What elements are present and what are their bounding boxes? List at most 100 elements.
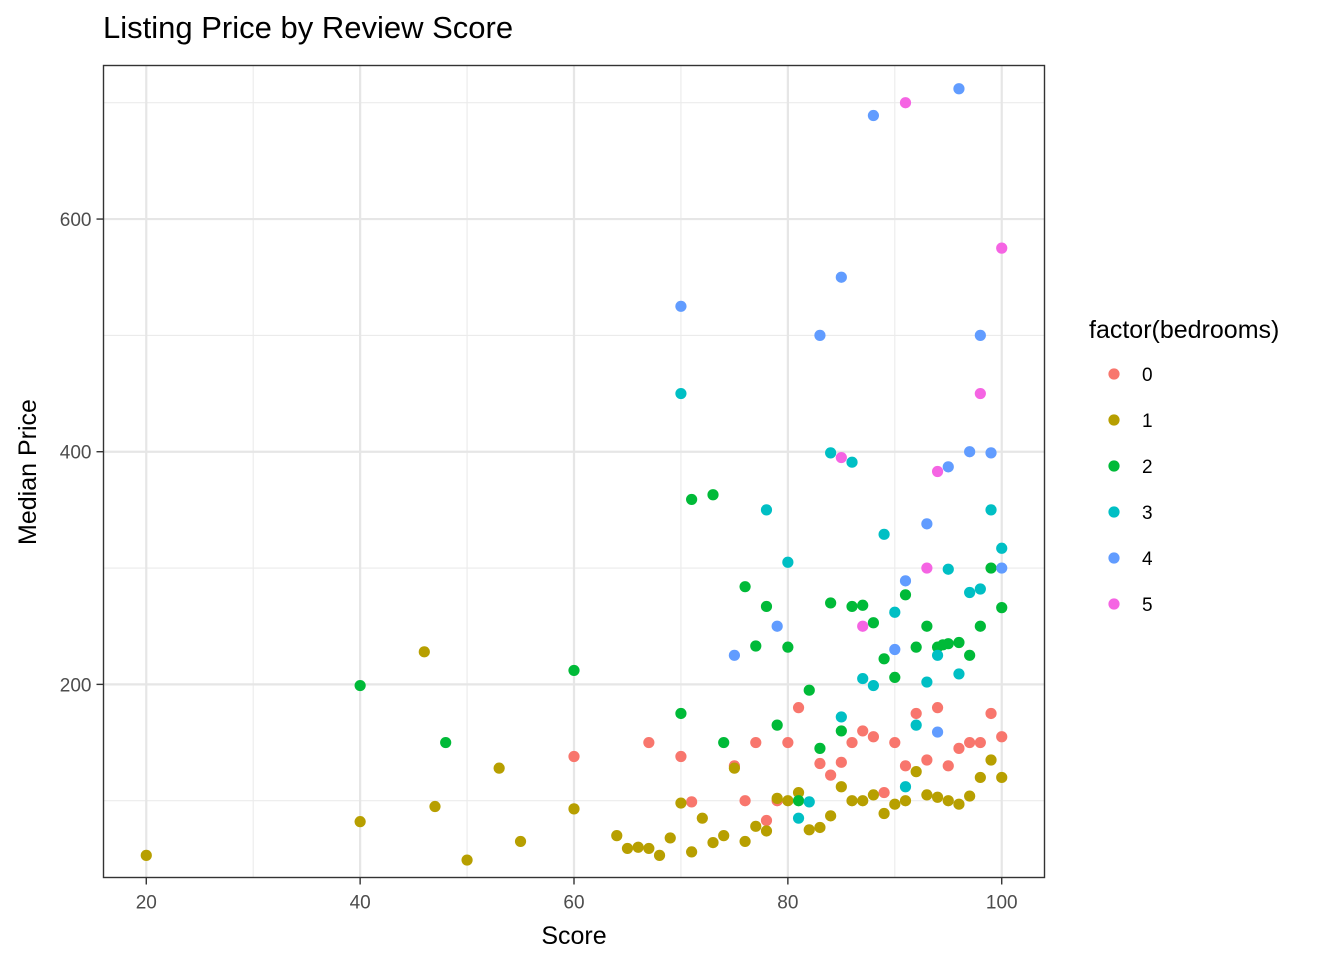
data-point-bedrooms-1 [974, 771, 986, 784]
data-point-bedrooms-0 [750, 736, 762, 749]
data-point-bedrooms-4 [835, 271, 847, 283]
data-point-bedrooms-2 [942, 638, 954, 650]
data-point-bedrooms-1 [985, 754, 997, 766]
data-point-bedrooms-2 [825, 597, 837, 609]
data-point-bedrooms-0 [899, 760, 912, 772]
x-axis-title: Score [541, 922, 606, 950]
data-point-bedrooms-0 [792, 702, 805, 714]
data-point-bedrooms-1 [942, 795, 954, 807]
data-point-bedrooms-1 [675, 797, 687, 809]
data-point-bedrooms-1 [921, 789, 933, 801]
data-point-bedrooms-0 [739, 795, 751, 807]
data-point-bedrooms-1 [739, 835, 751, 848]
data-point-bedrooms-4 [953, 83, 965, 95]
x-tick-label: 60 [563, 893, 584, 914]
data-point-bedrooms-2 [964, 649, 976, 661]
data-point-bedrooms-2 [803, 684, 815, 696]
data-point-bedrooms-2 [953, 636, 965, 649]
data-point-bedrooms-1 [429, 800, 441, 813]
data-point-bedrooms-3 [675, 387, 687, 400]
data-point-bedrooms-0 [867, 731, 880, 743]
data-point-bedrooms-0 [974, 736, 986, 749]
data-point-bedrooms-5 [974, 387, 986, 400]
y-tick-label: 200 [60, 675, 92, 696]
data-point-bedrooms-5 [921, 562, 933, 574]
data-point-bedrooms-1 [803, 824, 815, 836]
data-point-bedrooms-0 [921, 754, 933, 766]
data-point-bedrooms-2 [974, 620, 986, 632]
data-point-bedrooms-1 [140, 849, 152, 861]
data-point-bedrooms-3 [985, 504, 997, 516]
data-point-bedrooms-1 [611, 830, 623, 842]
data-point-bedrooms-3 [825, 447, 837, 459]
data-point-bedrooms-3 [846, 456, 858, 468]
data-point-bedrooms-4 [889, 643, 901, 656]
data-point-bedrooms-5 [857, 620, 869, 632]
x-tick-label: 20 [136, 893, 157, 914]
data-point-bedrooms-3 [857, 672, 869, 685]
data-point-bedrooms-0 [686, 796, 698, 808]
data-point-bedrooms-0 [846, 736, 858, 749]
data-point-bedrooms-5 [899, 97, 912, 109]
data-point-bedrooms-3 [899, 781, 912, 793]
data-point-bedrooms-1 [814, 821, 826, 834]
data-point-bedrooms-3 [974, 583, 986, 595]
data-point-bedrooms-1 [568, 803, 580, 815]
data-point-bedrooms-1 [653, 849, 666, 861]
data-point-bedrooms-2 [354, 679, 366, 692]
data-point-bedrooms-1 [718, 830, 730, 842]
data-point-bedrooms-1 [889, 798, 901, 810]
data-point-bedrooms-2 [814, 742, 826, 754]
data-point-bedrooms-3 [867, 679, 880, 692]
x-tick-label: 100 [986, 893, 1018, 914]
data-point-bedrooms-1 [846, 795, 858, 807]
data-point-bedrooms-4 [974, 329, 986, 341]
data-point-bedrooms-1 [354, 816, 366, 828]
data-point-bedrooms-1 [792, 786, 805, 799]
data-point-bedrooms-1 [632, 841, 644, 853]
data-point-bedrooms-1 [835, 781, 847, 793]
data-point-bedrooms-5 [996, 242, 1008, 254]
data-point-bedrooms-5 [931, 465, 944, 478]
data-point-bedrooms-1 [707, 837, 719, 849]
data-point-bedrooms-3 [782, 556, 794, 568]
data-point-bedrooms-3 [942, 563, 954, 575]
data-point-bedrooms-1 [771, 792, 783, 804]
chart-title: Listing Price by Review Score [103, 10, 513, 45]
data-point-bedrooms-3 [910, 719, 922, 731]
data-point-bedrooms-1 [493, 762, 505, 774]
data-point-bedrooms-2 [985, 562, 997, 574]
data-point-bedrooms-0 [996, 731, 1008, 743]
data-point-bedrooms-0 [931, 702, 944, 714]
data-point-bedrooms-1 [461, 854, 473, 866]
data-point-bedrooms-0 [825, 769, 837, 781]
data-point-bedrooms-4 [899, 575, 912, 587]
data-point-bedrooms-1 [825, 810, 837, 822]
data-point-bedrooms-4 [675, 300, 687, 312]
data-point-bedrooms-2 [867, 617, 880, 629]
data-point-bedrooms-1 [910, 766, 922, 778]
data-point-bedrooms-1 [621, 842, 634, 855]
data-point-bedrooms-1 [867, 789, 880, 801]
legend-key-4 [1108, 552, 1120, 564]
data-point-bedrooms-2 [750, 640, 762, 652]
data-point-bedrooms-2 [771, 719, 783, 731]
data-point-bedrooms-2 [921, 620, 933, 632]
data-point-bedrooms-1 [782, 795, 794, 807]
data-point-bedrooms-3 [953, 668, 965, 680]
data-point-bedrooms-2 [899, 589, 912, 601]
legend-label-5: 5 [1142, 595, 1153, 616]
data-point-bedrooms-2 [878, 653, 890, 665]
legend-key-5 [1108, 598, 1120, 610]
data-point-bedrooms-0 [953, 742, 965, 754]
data-point-bedrooms-0 [568, 750, 580, 763]
data-point-bedrooms-0 [675, 750, 687, 763]
x-tick-label: 80 [777, 893, 798, 914]
data-point-bedrooms-0 [835, 756, 847, 768]
data-point-bedrooms-3 [921, 676, 933, 688]
data-point-bedrooms-1 [418, 646, 430, 658]
data-point-bedrooms-3 [760, 504, 773, 516]
data-point-bedrooms-2 [675, 707, 687, 720]
data-point-bedrooms-3 [878, 528, 890, 540]
